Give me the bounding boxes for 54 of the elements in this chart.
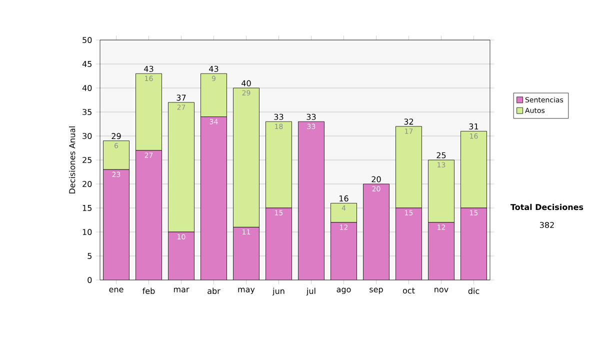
x-tick-label: sep [370,288,383,294]
x-tick-label: oct [402,288,415,294]
bar [396,208,422,280]
bar [363,184,390,280]
total-label: 32 [404,118,414,125]
bar [168,232,194,280]
total-label: 33 [274,114,284,120]
x-tick-label: abr [208,288,220,294]
bar [396,126,422,208]
bar [233,227,260,280]
y-tick-label: 0 [88,276,92,284]
total-label: 31 [469,123,478,130]
text: Total Decisiones [510,204,584,210]
bar [428,222,454,280]
total-label: 16 [340,195,348,202]
bar [136,150,162,280]
bar [330,202,357,223]
x-tick-label: ene [109,288,124,292]
x-tick-label: dic [468,288,480,294]
x-tick-label: jul [306,288,316,296]
bar [266,208,292,280]
bar [428,160,454,223]
total-label: 20 [372,176,381,182]
total-label: 33 [306,114,316,120]
x-tick-label: jun [272,288,284,296]
y-tick-label: 50 [82,36,92,44]
y-tick-label: 30 [82,132,92,140]
y-tick-label: 20 [82,180,92,188]
y-axis-title: Decisiones Anual [68,126,76,194]
x-tick-label: ago [336,288,351,294]
total-label: 40 [242,80,251,86]
y-tick-label: 5 [88,253,92,259]
bar [330,222,357,280]
bar [460,208,487,280]
total-label: 25 [436,152,446,158]
x-tick-label: mar [174,288,190,292]
total-label: 43 [144,66,154,72]
y-tick-label: 10 [82,228,92,236]
x-tick-label: nov [434,288,448,292]
total-label: 29 [112,133,121,140]
x-tick-label: may [238,288,255,294]
bar [200,116,227,280]
y-tick-label: 15 [82,205,92,211]
y-tick-label: 35 [82,108,92,116]
total-label: 37 [176,94,186,101]
total-label: 43 [209,66,218,72]
bar [266,121,292,208]
bar [103,170,130,280]
bar [298,122,324,280]
y-tick-label: 40 [82,84,92,92]
text: 382 [540,222,554,228]
x-tick-label: feb [142,288,155,294]
y-tick-label: 45 [82,61,92,67]
y-tick-label: 25 [82,156,92,164]
